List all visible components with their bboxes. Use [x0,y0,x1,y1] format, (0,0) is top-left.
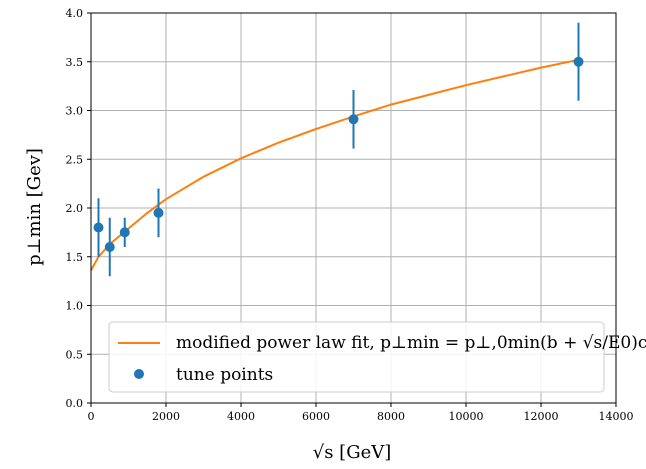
tune-point [104,242,115,252]
y-tick-label: 4.0 [66,7,84,20]
x-tick-label: 4000 [227,410,255,423]
fit-line-layer [90,58,579,271]
x-axis-label: √s [GeV] [313,442,392,463]
ticks: 0 2000 4000 6000 8000 10000 12000 14000 0.0 0.5 1.… [66,7,634,423]
y-axis-label-text: p⊥min [Gev] [24,148,45,266]
y-tick-label: 3.0 [66,105,84,118]
y-tick-label: 2.0 [66,202,84,215]
legend: modified power law fit, p⊥min = p⊥,0min(… [108,321,646,393]
legend-points-label: tune points [176,365,273,385]
x-tick-label: 6000 [302,410,330,423]
legend-box [108,321,605,393]
y-tick-label: 1.5 [66,251,84,264]
y-tick-label: 0.0 [66,397,84,410]
tune-point [573,56,584,67]
grid [91,13,616,403]
y-axis-label: p⊥min [Gev] [24,148,45,266]
x-tick-label: 12000 [524,410,559,423]
x-tick-label: 8000 [377,410,405,423]
legend-points-swatch [134,369,144,379]
x-axis-label-text: √s [GeV] [313,442,392,463]
fit-line [90,58,579,271]
tune-point [348,114,359,125]
y-tick-label: 0.5 [66,348,84,361]
tune-point [153,207,164,218]
y-tick-label: 1.0 [66,300,84,313]
y-tick-label: 3.5 [66,56,84,69]
y-tick-label: 2.5 [66,153,84,166]
x-tick-label: 0 [88,410,95,423]
legend-fit-label: modified power law fit, p⊥min = p⊥,0min(… [176,333,646,353]
x-tick-label: 2000 [152,410,180,423]
tune-point [119,227,130,238]
tune-point [93,222,104,233]
x-tick-label: 14000 [599,410,634,423]
x-tick-label: 10000 [449,410,484,423]
tune-points-layer [93,22,584,277]
